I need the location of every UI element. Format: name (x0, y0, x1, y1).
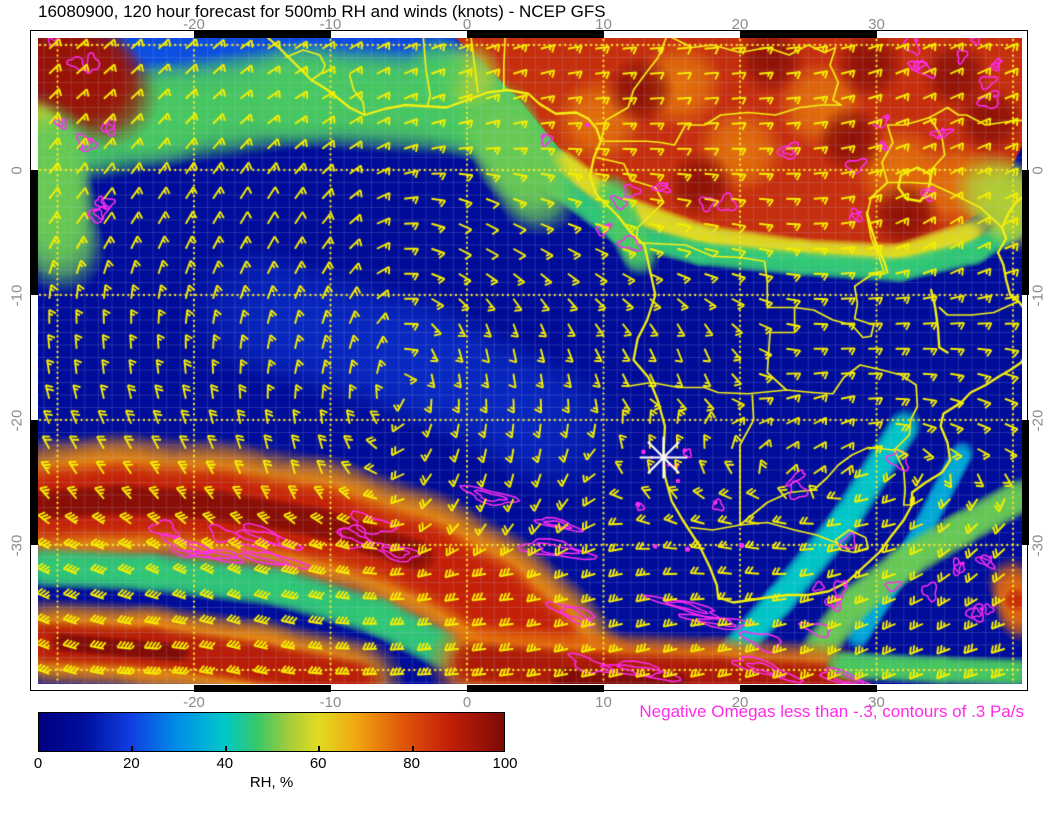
colorbar-tickmark (318, 746, 321, 751)
lon-tick-label-top: -20 (183, 16, 205, 33)
frame-black-segment (31, 420, 38, 545)
frame-black-segment (1022, 420, 1029, 545)
colorbar-tick-label: 20 (123, 755, 140, 772)
frame-black-segment (740, 685, 877, 692)
lon-tick-label-bottom: 20 (731, 694, 749, 711)
lon-tick-label-bottom: 0 (462, 694, 472, 711)
lon-tick-label-top: 30 (868, 16, 885, 33)
lon-tick-label-bottom: -10 (319, 694, 342, 711)
lon-tick-label-top: 0 (462, 16, 472, 33)
colorbar-tickmark (224, 746, 227, 751)
frame-black-segment (194, 31, 331, 38)
page-title: 16080900, 120 hour forecast for 500mb RH… (38, 2, 606, 21)
lat-tick-label-left: -20 (8, 409, 26, 432)
colorbar-tick-label: 60 (309, 755, 327, 772)
lat-tick-label-left: -30 (8, 534, 26, 557)
colorbar-tick-label: 0 (33, 755, 43, 772)
frame-black-segment (1022, 170, 1029, 295)
rh-colorbar (38, 712, 505, 752)
colorbar-tick-label: 100 (492, 755, 518, 772)
lon-tick-label-bottom: 30 (868, 694, 885, 711)
colorbar-tick-label: 80 (403, 755, 420, 772)
colorbar-tickmark (411, 746, 414, 751)
lon-tick-label-top: 20 (731, 16, 749, 33)
frame-black-segment (467, 685, 604, 692)
lat-tick-label-right: -20 (1029, 409, 1047, 432)
frame-black-segment (467, 31, 604, 38)
lat-tick-label-right: -10 (1029, 284, 1047, 307)
frame-black-segment (31, 170, 38, 295)
lon-tick-label-top: -10 (319, 16, 342, 33)
lat-tick-label-right: 0 (1029, 166, 1047, 175)
frame-black-segment (194, 685, 331, 692)
colorbar-label: RH, % (249, 774, 294, 791)
frame-black-segment (740, 31, 877, 38)
lon-tick-label-bottom: 10 (595, 694, 612, 711)
lon-tick-label-bottom: -20 (183, 694, 205, 711)
lat-tick-label-left: 0 (8, 166, 26, 175)
lat-tick-label-right: -30 (1029, 534, 1047, 557)
colorbar-tickmark (131, 746, 134, 751)
lon-tick-label-top: 10 (595, 16, 612, 33)
omega-annotation: Negative Omegas less than -.3, contours … (639, 702, 1024, 721)
weather-map-canvas (38, 38, 1022, 684)
lat-tick-label-left: -10 (8, 284, 26, 307)
colorbar-tick-label: 40 (216, 755, 234, 772)
